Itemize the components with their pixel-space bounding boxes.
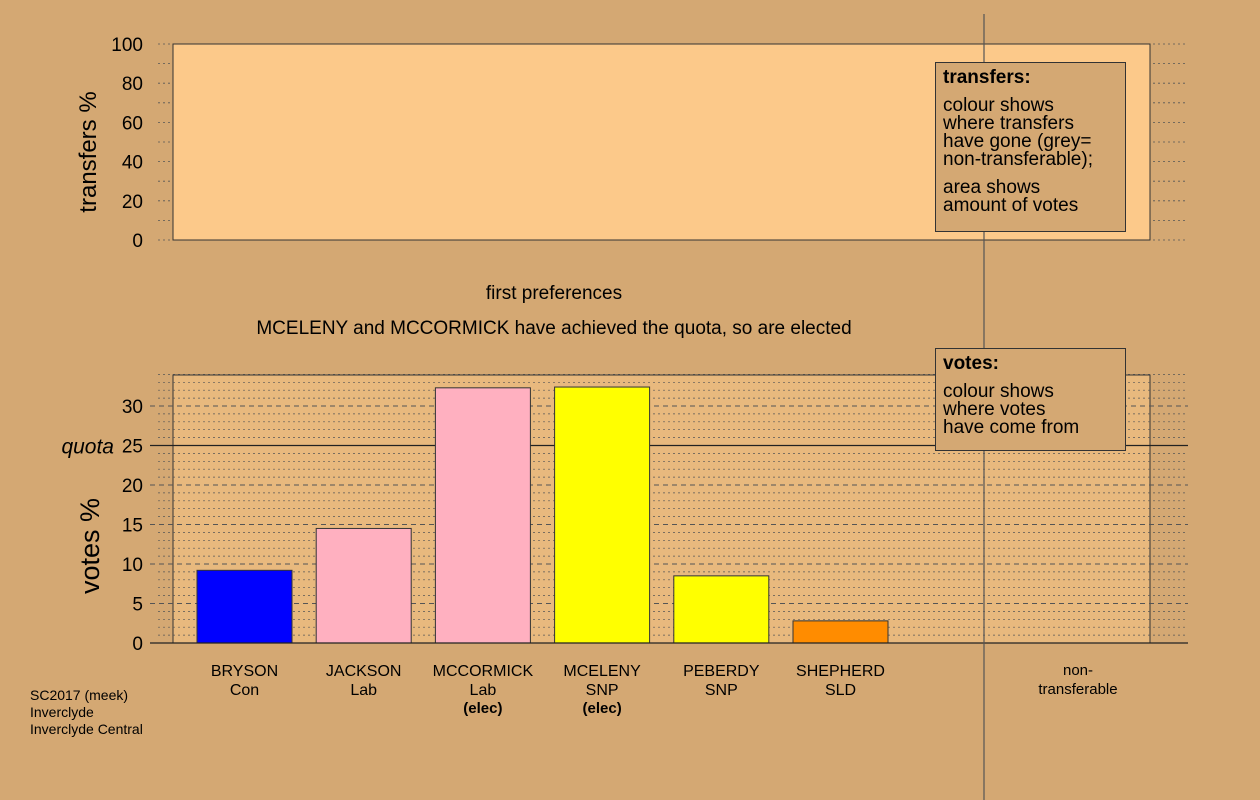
category-name: BRYSON	[211, 663, 278, 680]
category-name: MCELENY	[563, 663, 641, 680]
votes-tick-label: 5	[132, 595, 143, 616]
legend-votes-line: where votes	[943, 399, 1046, 420]
category-name: PEBERDY	[683, 663, 760, 680]
votes-tick-label: 30	[122, 397, 143, 418]
nontransferable-label: transferable	[1038, 681, 1117, 698]
category-labels: BRYSONConJACKSONLabMCCORMICKLab(elec)MCE…	[211, 662, 1118, 717]
transfers-tick-label: 100	[111, 35, 143, 56]
category-name: JACKSON	[326, 663, 402, 680]
legend-transfers: transfers: colour shows where transfers …	[935, 62, 1126, 232]
bar	[554, 386, 651, 644]
transfers-tick-label: 0	[132, 231, 143, 252]
transfers-tick-label: 80	[122, 74, 143, 95]
transfers-tick-label: 20	[122, 192, 143, 213]
bar	[315, 527, 412, 644]
quota-label: quota	[61, 436, 114, 459]
category-party: Lab	[350, 682, 377, 699]
votes-axis: 0 5 10 15 20 25 30 quota	[61, 397, 143, 655]
category-party: SLD	[825, 682, 856, 699]
footnote-line: Inverclyde	[30, 704, 94, 720]
footnote-line: Inverclyde Central	[30, 721, 143, 737]
category-status: (elec)	[583, 700, 622, 717]
legend-votes-line: colour shows	[943, 381, 1054, 402]
votes-tick-label: 15	[122, 516, 143, 537]
legend-votes-title: votes:	[943, 353, 999, 374]
category-status: (elec)	[463, 700, 502, 717]
legend-votes-line: have come from	[943, 417, 1080, 438]
legend-votes: votes: colour shows where votes have com…	[935, 348, 1126, 451]
stage-message: MCELENY and MCCORMICK have achieved the …	[256, 318, 852, 339]
legend-transfers-line: area shows	[943, 177, 1041, 198]
footnote: SC2017 (meek) Inverclyde Inverclyde Cent…	[30, 687, 143, 738]
transfers-axis-label: transfers %	[75, 91, 102, 212]
footnote-line: SC2017 (meek)	[30, 687, 129, 703]
votes-tick-label: 20	[122, 476, 143, 497]
category-party: Lab	[470, 682, 497, 699]
legend-transfers-line: colour shows	[943, 95, 1054, 116]
nontransferable-label: non-	[1063, 662, 1093, 679]
transfers-tick-label: 60	[122, 113, 143, 134]
bar	[434, 387, 531, 644]
legend-transfers-line: have gone (grey=	[943, 131, 1092, 152]
bar	[673, 575, 770, 644]
bar	[792, 620, 889, 644]
stage-title: first preferences	[485, 283, 623, 304]
category-name: MCCORMICK	[433, 663, 534, 680]
legend-transfers-line: non-transferable);	[943, 149, 1093, 170]
legend-transfers-line: where transfers	[943, 113, 1074, 134]
bar	[196, 569, 293, 644]
bars	[150, 386, 1188, 644]
transfers-tick-label: 40	[122, 153, 143, 174]
votes-tick-label: 0	[132, 634, 143, 655]
votes-tick-label: 10	[122, 555, 143, 576]
category-name: SHEPHERD	[796, 663, 885, 680]
votes-axis-label: votes %	[75, 498, 105, 594]
legend-transfers-title: transfers:	[943, 67, 1031, 88]
votes-tick-label: 25	[122, 437, 143, 458]
category-party: SNP	[705, 682, 738, 699]
transfers-axis: 0 20 40 60 80 100	[111, 35, 143, 252]
legend-transfers-line: amount of votes	[943, 195, 1079, 216]
category-party: Con	[230, 682, 259, 699]
category-party: SNP	[586, 682, 619, 699]
